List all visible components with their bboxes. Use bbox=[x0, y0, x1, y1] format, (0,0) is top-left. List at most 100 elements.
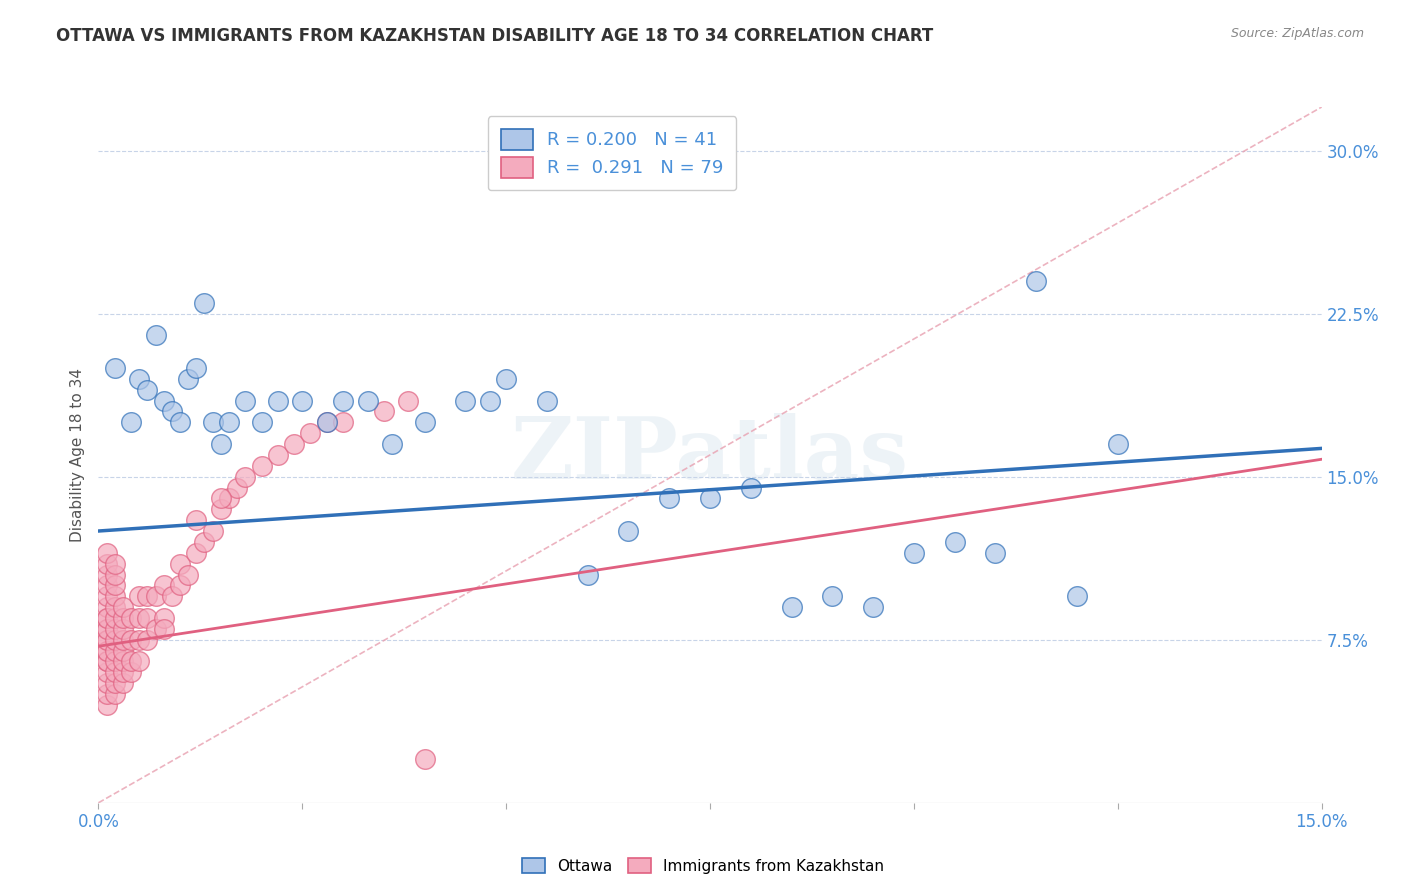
Point bbox=[291, 393, 314, 408]
Point bbox=[396, 393, 419, 408]
Point bbox=[96, 698, 118, 712]
Point bbox=[1025, 274, 1047, 288]
Point bbox=[903, 546, 925, 560]
Point bbox=[104, 600, 127, 615]
Point bbox=[111, 622, 134, 636]
Point bbox=[145, 589, 167, 603]
Point bbox=[96, 632, 118, 647]
Point bbox=[193, 295, 215, 310]
Point bbox=[160, 404, 183, 418]
Point bbox=[201, 415, 224, 429]
Point bbox=[250, 415, 273, 429]
Point bbox=[128, 589, 150, 603]
Point bbox=[250, 458, 273, 473]
Point bbox=[145, 622, 167, 636]
Point bbox=[96, 557, 118, 571]
Point bbox=[104, 676, 127, 690]
Point bbox=[152, 611, 174, 625]
Point bbox=[233, 469, 256, 483]
Y-axis label: Disability Age 18 to 34: Disability Age 18 to 34 bbox=[69, 368, 84, 542]
Point bbox=[104, 557, 127, 571]
Point bbox=[104, 589, 127, 603]
Point bbox=[104, 632, 127, 647]
Point bbox=[136, 589, 159, 603]
Point bbox=[96, 655, 118, 669]
Point bbox=[96, 687, 118, 701]
Point bbox=[495, 372, 517, 386]
Point bbox=[332, 393, 354, 408]
Point bbox=[658, 491, 681, 506]
Point bbox=[111, 600, 134, 615]
Point bbox=[226, 481, 249, 495]
Point bbox=[96, 567, 118, 582]
Point bbox=[96, 589, 118, 603]
Point bbox=[96, 655, 118, 669]
Point bbox=[984, 546, 1007, 560]
Point bbox=[186, 513, 208, 527]
Point bbox=[104, 578, 127, 592]
Point bbox=[104, 687, 127, 701]
Point bbox=[943, 535, 966, 549]
Point bbox=[128, 632, 150, 647]
Point bbox=[152, 622, 174, 636]
Point bbox=[96, 643, 118, 657]
Point bbox=[576, 567, 599, 582]
Point bbox=[315, 415, 337, 429]
Point bbox=[267, 448, 290, 462]
Point bbox=[120, 655, 142, 669]
Point bbox=[111, 611, 134, 625]
Point bbox=[740, 481, 762, 495]
Point bbox=[96, 622, 118, 636]
Point bbox=[413, 752, 436, 766]
Point bbox=[145, 328, 167, 343]
Point bbox=[1066, 589, 1088, 603]
Point bbox=[96, 632, 118, 647]
Point bbox=[120, 632, 142, 647]
Point bbox=[536, 393, 558, 408]
Point bbox=[104, 622, 127, 636]
Point bbox=[186, 546, 208, 560]
Point bbox=[128, 611, 150, 625]
Point bbox=[193, 535, 215, 549]
Point bbox=[96, 676, 118, 690]
Point bbox=[218, 491, 240, 506]
Point bbox=[96, 546, 118, 560]
Point bbox=[209, 437, 232, 451]
Point bbox=[120, 665, 142, 680]
Point bbox=[177, 567, 200, 582]
Text: Source: ZipAtlas.com: Source: ZipAtlas.com bbox=[1230, 27, 1364, 40]
Point bbox=[209, 502, 232, 516]
Point bbox=[283, 437, 305, 451]
Point bbox=[128, 372, 150, 386]
Point bbox=[96, 643, 118, 657]
Point bbox=[299, 426, 322, 441]
Point bbox=[201, 524, 224, 538]
Point bbox=[332, 415, 354, 429]
Point bbox=[96, 578, 118, 592]
Point bbox=[413, 415, 436, 429]
Point bbox=[104, 360, 127, 375]
Point bbox=[780, 600, 803, 615]
Point bbox=[111, 665, 134, 680]
Point bbox=[96, 600, 118, 615]
Point bbox=[111, 655, 134, 669]
Point bbox=[104, 567, 127, 582]
Point bbox=[233, 393, 256, 408]
Point bbox=[120, 415, 142, 429]
Legend: R = 0.200   N = 41, R =  0.291   N = 79: R = 0.200 N = 41, R = 0.291 N = 79 bbox=[488, 116, 737, 190]
Point bbox=[104, 643, 127, 657]
Point bbox=[373, 404, 395, 418]
Point bbox=[454, 393, 477, 408]
Point bbox=[96, 665, 118, 680]
Point bbox=[267, 393, 290, 408]
Point bbox=[104, 665, 127, 680]
Point bbox=[96, 622, 118, 636]
Point bbox=[120, 611, 142, 625]
Point bbox=[617, 524, 640, 538]
Point bbox=[111, 643, 134, 657]
Point bbox=[128, 655, 150, 669]
Point bbox=[209, 491, 232, 506]
Point bbox=[862, 600, 884, 615]
Legend: Ottawa, Immigrants from Kazakhstan: Ottawa, Immigrants from Kazakhstan bbox=[516, 852, 890, 880]
Point bbox=[1107, 437, 1129, 451]
